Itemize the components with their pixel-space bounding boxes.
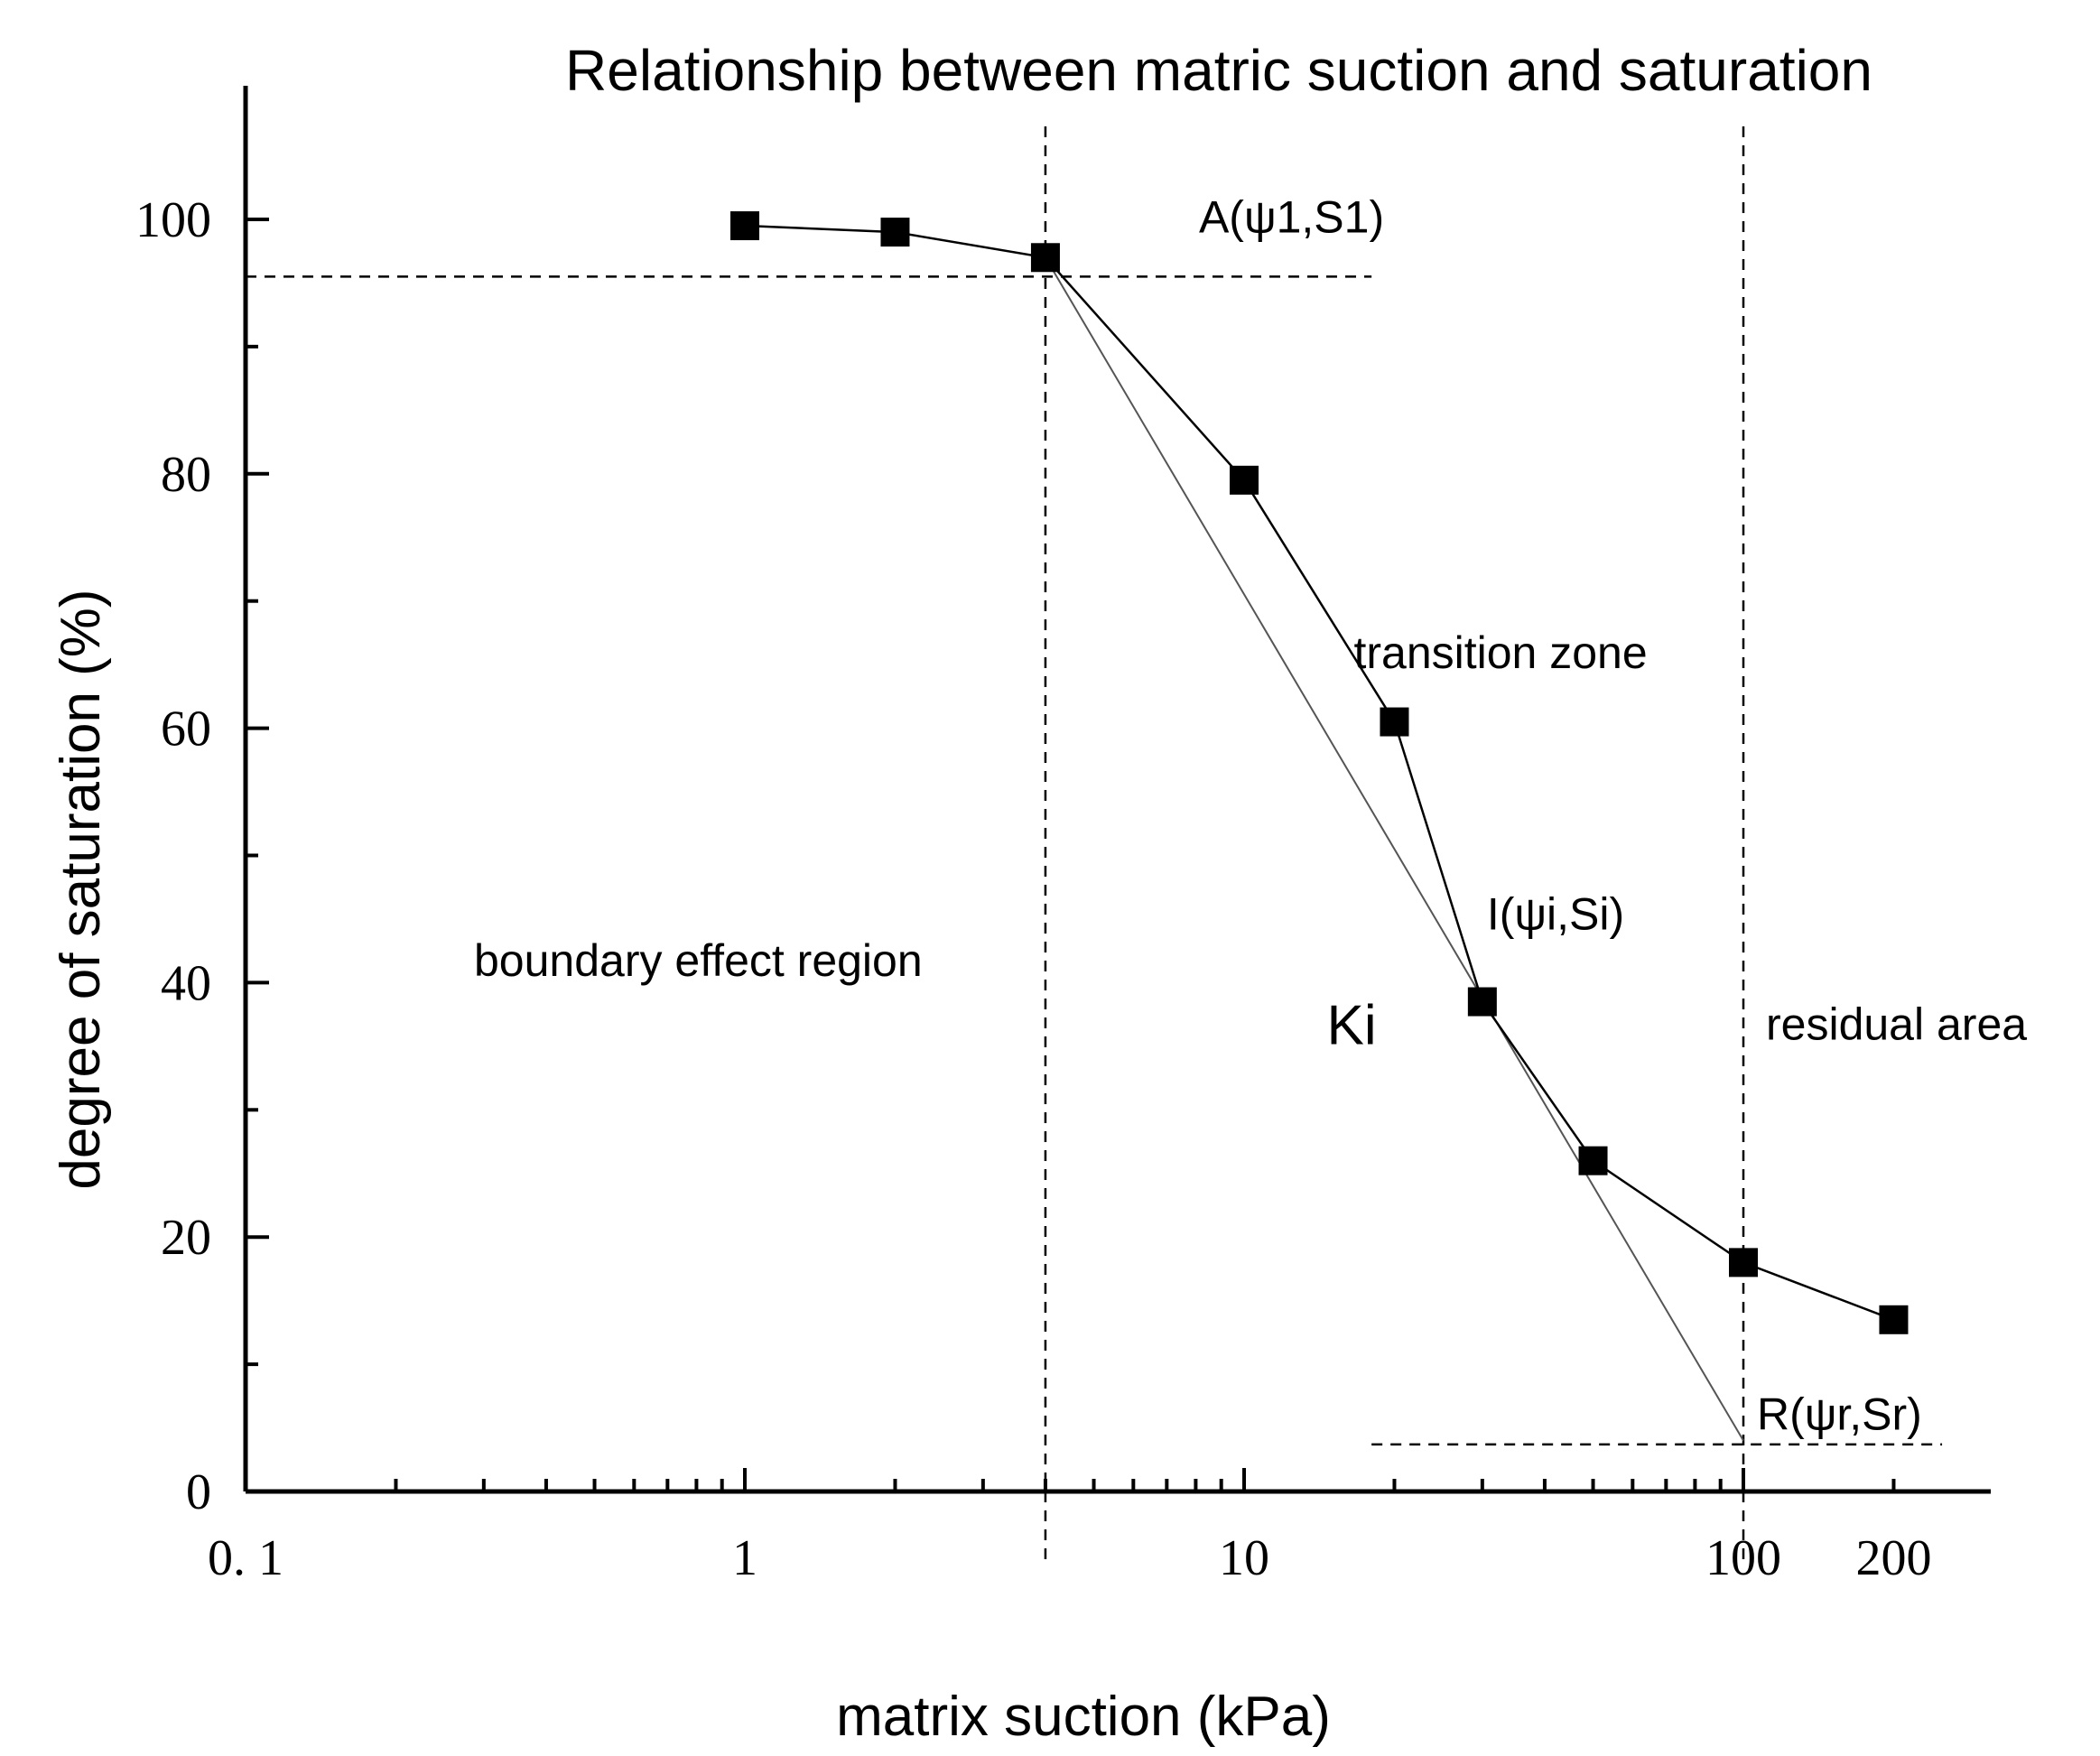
y-axis-label: degree of saturation (%) (50, 589, 112, 1189)
y-tick-label: 80 (161, 447, 211, 503)
data-point (1230, 465, 1259, 495)
annotation: residual area (1766, 999, 2027, 1050)
data-point (1879, 1305, 1909, 1334)
x-tick-label: 1 (732, 1530, 757, 1586)
data-point (1729, 1248, 1758, 1278)
annotation: boundary effect region (474, 935, 923, 986)
y-tick-label: 60 (161, 701, 211, 757)
data-point (1578, 1146, 1608, 1175)
data-point (1030, 243, 1060, 273)
data-point (1380, 707, 1409, 737)
data-point (880, 218, 910, 247)
y-tick-label: 20 (161, 1210, 211, 1266)
tangent-line (1045, 256, 1744, 1442)
annotation: R(ψr,Sr) (1757, 1389, 1922, 1440)
y-tick-label: 40 (161, 955, 211, 1011)
data-point (730, 211, 759, 241)
y-tick-label: 0 (186, 1464, 211, 1520)
annotation: transition zone (1353, 627, 1647, 678)
series-line (744, 224, 1894, 1321)
annotation: Ki (1326, 995, 1376, 1057)
annotation: A(ψ1,S1) (1199, 191, 1384, 242)
annotation: I(ψi,Si) (1487, 889, 1624, 940)
x-axis-label: matrix suction (kPa) (836, 1686, 1331, 1748)
x-tick-label: 0. 1 (208, 1530, 283, 1586)
y-tick-label: 100 (135, 192, 211, 248)
chart-title: Relationship between matric suction and … (565, 38, 1872, 103)
data-point (1467, 987, 1497, 1017)
x-tick-label: 10 (1219, 1530, 1269, 1586)
x-tick-label: 200 (1855, 1530, 1931, 1586)
